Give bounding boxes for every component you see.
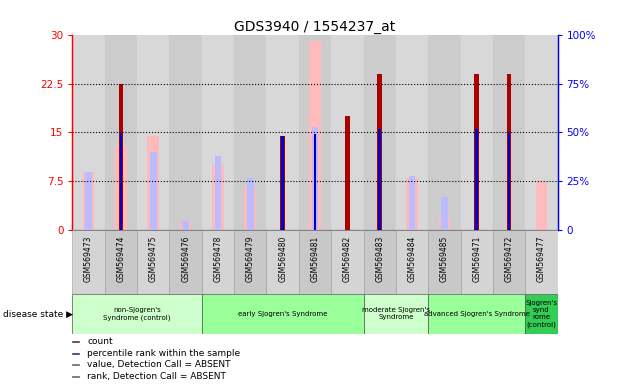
Text: advanced Sjogren's Syndrome: advanced Sjogren's Syndrome: [424, 311, 530, 317]
Bar: [525, 294, 558, 334]
Bar: [212, 165, 224, 230]
Bar: [377, 74, 382, 230]
Text: GSM569481: GSM569481: [311, 235, 319, 282]
Text: GSM569474: GSM569474: [117, 235, 125, 282]
Text: value, Detection Call = ABSENT: value, Detection Call = ABSENT: [87, 360, 231, 369]
Bar: [299, 230, 331, 294]
Bar: [183, 220, 189, 230]
Bar: [247, 177, 253, 230]
Bar: [72, 364, 79, 365]
Bar: [244, 188, 256, 230]
Text: GSM569482: GSM569482: [343, 235, 352, 282]
Bar: [234, 35, 266, 230]
Text: early Sjogren's Syndrome: early Sjogren's Syndrome: [238, 311, 328, 317]
Bar: [202, 35, 234, 230]
Bar: [428, 294, 525, 334]
Text: GSM569483: GSM569483: [375, 235, 384, 282]
Bar: [364, 230, 396, 294]
Bar: [508, 132, 510, 230]
Bar: [105, 35, 137, 230]
Bar: [525, 230, 558, 294]
Bar: [406, 178, 418, 230]
Bar: [105, 230, 137, 294]
Bar: [396, 35, 428, 230]
Text: GSM569484: GSM569484: [408, 235, 416, 282]
Text: GSM569476: GSM569476: [181, 235, 190, 282]
Bar: [331, 230, 364, 294]
Text: disease state ▶: disease state ▶: [3, 310, 73, 318]
Bar: [438, 217, 450, 230]
Bar: [137, 230, 169, 294]
Bar: [180, 220, 192, 230]
Bar: [282, 136, 284, 230]
Bar: [461, 35, 493, 230]
Title: GDS3940 / 1554237_at: GDS3940 / 1554237_at: [234, 20, 396, 33]
Bar: [474, 74, 479, 230]
Bar: [266, 35, 299, 230]
Bar: [72, 230, 105, 294]
Text: percentile rank within the sample: percentile rank within the sample: [87, 349, 240, 358]
Bar: [536, 182, 547, 230]
Text: rank, Detection Call = ABSENT: rank, Detection Call = ABSENT: [87, 372, 226, 381]
Text: GSM569473: GSM569473: [84, 235, 93, 282]
Bar: [364, 35, 396, 230]
Bar: [83, 172, 94, 230]
Text: GSM569479: GSM569479: [246, 235, 255, 282]
Bar: [72, 353, 79, 354]
Bar: [118, 84, 123, 230]
Bar: [120, 132, 122, 230]
Bar: [169, 35, 202, 230]
Bar: [461, 230, 493, 294]
Text: GSM569471: GSM569471: [472, 235, 481, 282]
Bar: [525, 35, 558, 230]
Bar: [202, 230, 234, 294]
Text: GSM569485: GSM569485: [440, 235, 449, 282]
Bar: [137, 35, 169, 230]
Bar: [314, 134, 316, 230]
Text: Sjogren's
synd
rome
(control): Sjogren's synd rome (control): [525, 300, 558, 328]
Bar: [409, 175, 415, 230]
Bar: [215, 156, 221, 230]
Bar: [234, 230, 266, 294]
Text: GSM569480: GSM569480: [278, 235, 287, 282]
Bar: [493, 35, 525, 230]
Bar: [309, 41, 321, 230]
Text: GSM569475: GSM569475: [149, 235, 158, 282]
Text: count: count: [87, 337, 113, 346]
Bar: [280, 136, 285, 230]
Bar: [396, 230, 428, 294]
Bar: [507, 74, 512, 230]
Bar: [428, 230, 461, 294]
Bar: [72, 376, 79, 377]
Bar: [441, 197, 447, 230]
Bar: [72, 294, 202, 334]
Bar: [169, 230, 202, 294]
Bar: [115, 146, 127, 230]
Text: GSM569478: GSM569478: [214, 235, 222, 282]
Text: non-Sjogren's
Syndrome (control): non-Sjogren's Syndrome (control): [103, 307, 171, 321]
Bar: [493, 230, 525, 294]
Bar: [299, 35, 331, 230]
Bar: [86, 172, 92, 230]
Bar: [72, 35, 105, 230]
Bar: [476, 129, 478, 230]
Text: moderate Sjogren's
Syndrome: moderate Sjogren's Syndrome: [362, 308, 430, 320]
Text: GSM569472: GSM569472: [505, 235, 513, 282]
Text: GSM569477: GSM569477: [537, 235, 546, 282]
Bar: [150, 152, 156, 230]
Bar: [331, 35, 364, 230]
Bar: [345, 116, 350, 230]
Bar: [364, 294, 428, 334]
Bar: [147, 136, 159, 230]
Bar: [202, 294, 364, 334]
Bar: [428, 35, 461, 230]
Bar: [72, 341, 79, 342]
Bar: [379, 129, 381, 230]
Bar: [266, 230, 299, 294]
Bar: [312, 127, 318, 230]
